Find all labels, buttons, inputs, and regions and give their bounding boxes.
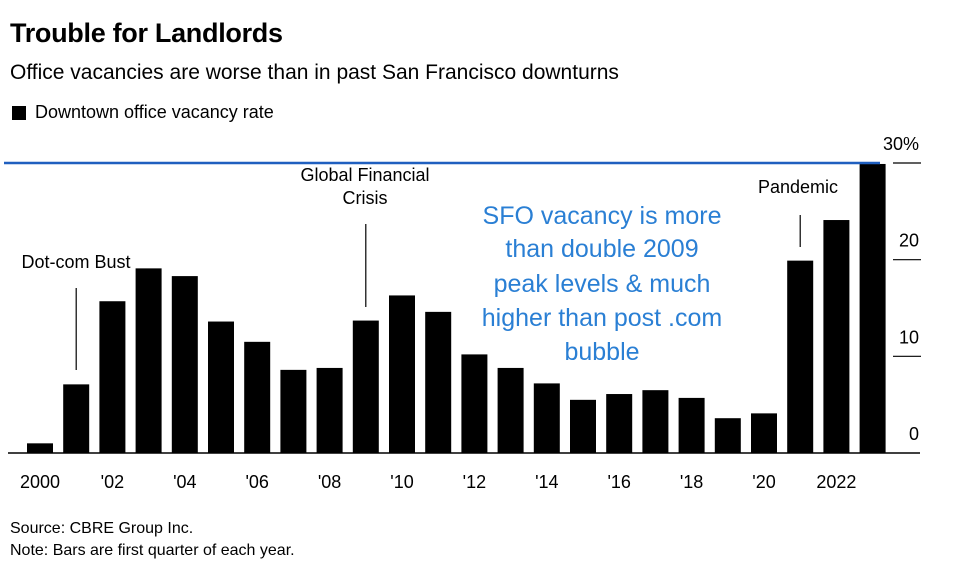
legend: Downtown office vacancy rate xyxy=(12,102,274,123)
bar-2009 xyxy=(352,320,379,453)
x-tick-label-2020: '20 xyxy=(752,472,775,492)
x-tick-label-2022: 2022 xyxy=(816,472,856,492)
y-tick-label-30: 30% xyxy=(883,134,919,154)
bar-2002 xyxy=(99,301,126,453)
annotation-2021-line-0: Pandemic xyxy=(758,177,838,197)
bar-2010 xyxy=(389,295,415,453)
source-note: Source: CBRE Group Inc. xyxy=(10,520,194,537)
footnote: Note: Bars are first quarter of each yea… xyxy=(10,542,295,559)
annotation-2001-line-0: Dot-com Bust xyxy=(21,252,130,272)
bar-2011 xyxy=(425,311,452,453)
bar-2023 xyxy=(859,163,886,453)
x-tick-label-2006: '06 xyxy=(245,472,268,492)
x-tick-label-2008: '08 xyxy=(318,472,341,492)
bar-2008 xyxy=(316,367,343,453)
bar-2005 xyxy=(208,321,234,453)
bar-2003 xyxy=(135,268,162,453)
bar-2021 xyxy=(787,260,814,453)
bar-2022 xyxy=(823,220,850,453)
x-tick-label-2012: '12 xyxy=(463,472,486,492)
bar-2004 xyxy=(171,276,198,453)
x-tick-label-2016: '16 xyxy=(607,472,630,492)
x-tick-label-2010: '10 xyxy=(390,472,413,492)
callout-text-line-3: higher than post .com xyxy=(482,304,722,332)
x-tick-label-2014: '14 xyxy=(535,472,558,492)
x-tick-label-2004: '04 xyxy=(173,472,196,492)
x-tick-label-2000: 2000 xyxy=(20,472,60,492)
callout-text-line-2: peak levels & much xyxy=(494,270,711,298)
bar-2020 xyxy=(751,413,777,453)
annotation-2009-line-1: Crisis xyxy=(343,188,388,208)
bar-2019 xyxy=(714,418,741,453)
bar-2006 xyxy=(244,341,271,453)
y-tick-label-20: 20 xyxy=(899,231,919,251)
callout-text-line-4: bubble xyxy=(564,338,639,366)
y-tick-label-10: 10 xyxy=(899,327,919,347)
x-tick-label-2002: '02 xyxy=(101,472,124,492)
callout-text-line-1: than double 2009 xyxy=(505,235,698,263)
bar-2007 xyxy=(280,369,307,453)
bar-2001 xyxy=(63,384,90,453)
bar-2018 xyxy=(678,397,705,453)
bar-2000 xyxy=(27,443,53,453)
x-tick-label-2018: '18 xyxy=(680,472,703,492)
chart-title: Trouble for Landlords xyxy=(10,18,283,48)
bar-2017 xyxy=(642,390,669,453)
callout-text-line-0: SFO vacancy is more xyxy=(483,202,722,230)
bar-2013 xyxy=(497,367,524,453)
bar-2012 xyxy=(461,354,488,453)
legend-label: Downtown office vacancy rate xyxy=(35,102,274,122)
legend-swatch xyxy=(12,105,26,120)
chart-subtitle: Office vacancies are worse than in past … xyxy=(10,61,619,84)
bar-2014 xyxy=(533,383,560,453)
y-tick-label-0: 0 xyxy=(909,424,919,444)
annotation-2009-line-0: Global Financial xyxy=(300,165,429,185)
bar-2016 xyxy=(606,394,633,453)
bar-2015 xyxy=(570,399,596,453)
